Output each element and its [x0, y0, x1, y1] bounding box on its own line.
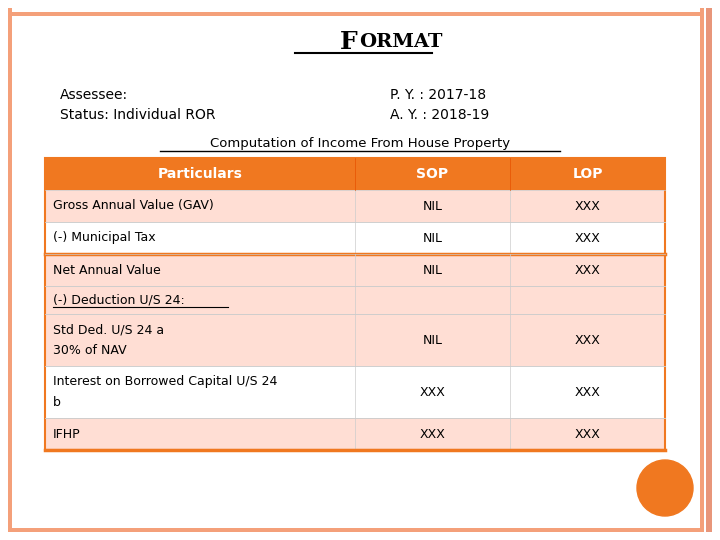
Bar	[510, 418, 665, 450]
Circle shape	[637, 460, 693, 516]
Text: NIL: NIL	[423, 264, 443, 276]
Text: NIL: NIL	[423, 334, 443, 347]
Text: ORMAT: ORMAT	[359, 33, 443, 51]
Text: Gross Annual Value (GAV): Gross Annual Value (GAV)	[53, 199, 214, 213]
Text: NIL: NIL	[423, 232, 443, 245]
Bar	[510, 158, 665, 190]
Text: XXX: XXX	[575, 428, 600, 441]
Text: XXX: XXX	[420, 428, 446, 441]
Bar	[355, 254, 510, 286]
Bar	[8, 8, 12, 532]
Bar	[355, 418, 510, 450]
Text: LOP: LOP	[572, 167, 603, 181]
Text: Particulars: Particulars	[158, 167, 243, 181]
Text: XXX: XXX	[575, 386, 600, 399]
Text: XXX: XXX	[420, 386, 446, 399]
Bar	[45, 286, 355, 314]
Bar	[510, 190, 665, 222]
Text: P. Y. : 2017-18: P. Y. : 2017-18	[390, 88, 486, 102]
Text: Computation of Income From House Property: Computation of Income From House Propert…	[210, 137, 510, 150]
Text: (-) Municipal Tax: (-) Municipal Tax	[53, 232, 156, 245]
Bar	[700, 8, 704, 532]
Bar	[45, 366, 355, 418]
Text: Status: Individual ROR: Status: Individual ROR	[60, 108, 215, 122]
Bar	[510, 286, 665, 314]
Text: XXX: XXX	[575, 264, 600, 276]
Bar	[45, 314, 355, 366]
Text: XXX: XXX	[575, 334, 600, 347]
Bar	[355, 158, 510, 190]
Bar	[355, 190, 510, 222]
Text: b: b	[53, 396, 61, 409]
Text: SOP: SOP	[416, 167, 449, 181]
Bar	[45, 158, 355, 190]
Text: Interest on Borrowed Capital U/S 24: Interest on Borrowed Capital U/S 24	[53, 375, 277, 388]
Text: A. Y. : 2018-19: A. Y. : 2018-19	[390, 108, 490, 122]
Bar	[355, 286, 510, 314]
Bar	[510, 366, 665, 418]
Bar	[510, 222, 665, 254]
Bar	[355, 222, 510, 254]
Text: F: F	[341, 30, 358, 54]
Bar	[8, 12, 700, 16]
Bar	[355, 314, 510, 366]
Text: 30% of NAV: 30% of NAV	[53, 344, 127, 357]
Bar	[8, 528, 700, 532]
Text: (-) Deduction U/S 24:: (-) Deduction U/S 24:	[53, 294, 185, 307]
Bar	[355, 366, 510, 418]
Text: XXX: XXX	[575, 232, 600, 245]
Bar	[45, 190, 355, 222]
Text: Std Ded. U/S 24 a: Std Ded. U/S 24 a	[53, 323, 164, 336]
Bar	[510, 254, 665, 286]
Bar	[45, 158, 665, 450]
Bar	[510, 314, 665, 366]
Text: IFHP: IFHP	[53, 428, 81, 441]
Text: Assessee:: Assessee:	[60, 88, 128, 102]
Bar	[45, 254, 355, 286]
Bar	[45, 222, 355, 254]
Bar	[45, 418, 355, 450]
Text: Net Annual Value: Net Annual Value	[53, 264, 161, 276]
Bar	[706, 8, 712, 532]
Text: NIL: NIL	[423, 199, 443, 213]
Text: XXX: XXX	[575, 199, 600, 213]
